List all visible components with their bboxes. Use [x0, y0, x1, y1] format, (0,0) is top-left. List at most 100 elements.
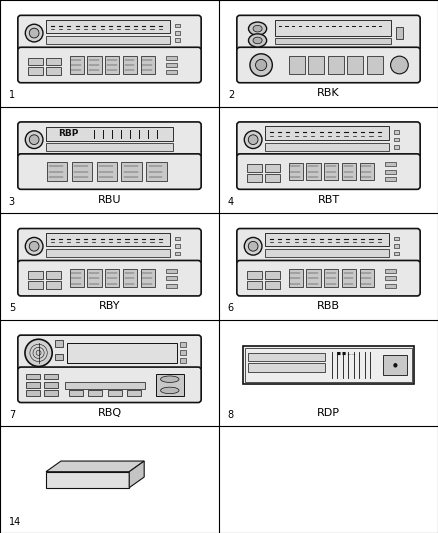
Bar [180, 342, 186, 346]
Text: 7: 7 [9, 410, 15, 420]
Bar [383, 356, 407, 375]
Bar [46, 281, 61, 288]
Polygon shape [46, 461, 144, 472]
Text: 4: 4 [228, 197, 234, 207]
Text: 8: 8 [228, 410, 234, 420]
Bar [46, 233, 170, 246]
Bar [385, 162, 396, 166]
Bar [276, 20, 391, 36]
Ellipse shape [25, 131, 43, 149]
Bar [127, 390, 141, 396]
Bar [28, 271, 43, 279]
Bar [308, 55, 324, 75]
Ellipse shape [255, 59, 267, 70]
Ellipse shape [29, 28, 39, 38]
Bar [105, 56, 119, 74]
Bar [65, 382, 145, 389]
Text: RBT: RBT [318, 195, 339, 205]
Text: RBB: RBB [317, 301, 340, 311]
Bar [46, 127, 173, 141]
Bar [123, 269, 137, 287]
Ellipse shape [391, 56, 408, 74]
Bar [175, 237, 180, 240]
Bar [166, 70, 177, 75]
Bar [46, 68, 61, 75]
Bar [247, 164, 262, 172]
Text: 14: 14 [9, 516, 21, 527]
Bar [69, 390, 83, 396]
Text: 5: 5 [9, 303, 15, 313]
Bar [180, 359, 186, 363]
Ellipse shape [25, 340, 52, 367]
Ellipse shape [244, 237, 262, 255]
Bar [394, 252, 399, 255]
Bar [87, 269, 102, 287]
Bar [385, 276, 396, 280]
Bar [265, 249, 389, 257]
Bar [44, 382, 58, 387]
Bar [108, 390, 122, 396]
Bar [367, 55, 383, 75]
Bar [46, 143, 173, 151]
Bar [46, 472, 129, 488]
Bar [289, 163, 303, 181]
Bar [141, 56, 155, 74]
Bar [394, 138, 399, 141]
Bar [166, 276, 177, 280]
Bar [289, 55, 305, 75]
Bar [347, 55, 363, 75]
Polygon shape [129, 461, 144, 488]
Bar [70, 56, 84, 74]
Text: RBK: RBK [317, 88, 340, 98]
Bar [276, 38, 391, 44]
Bar [394, 244, 399, 248]
Text: RDP: RDP [317, 408, 340, 418]
Ellipse shape [25, 237, 43, 255]
Bar [47, 162, 67, 181]
Text: RBP: RBP [58, 130, 79, 138]
Bar [385, 169, 396, 174]
Bar [175, 38, 180, 42]
Bar [289, 269, 303, 287]
FancyBboxPatch shape [18, 15, 201, 51]
Bar [324, 269, 338, 287]
Text: 3: 3 [9, 197, 15, 207]
Ellipse shape [250, 54, 272, 76]
Text: 2: 2 [228, 90, 234, 100]
Bar [385, 269, 396, 273]
Bar [175, 252, 180, 255]
FancyBboxPatch shape [18, 229, 201, 264]
Bar [46, 249, 170, 257]
Bar [26, 390, 40, 396]
Ellipse shape [25, 24, 43, 42]
FancyBboxPatch shape [237, 229, 420, 264]
Bar [247, 174, 262, 182]
Bar [244, 348, 413, 382]
Text: ■ ■ ——: ■ ■ —— [337, 351, 356, 356]
FancyBboxPatch shape [18, 122, 201, 157]
Bar [28, 68, 43, 75]
Text: ●: ● [393, 362, 398, 367]
Bar [265, 233, 389, 246]
Bar [44, 390, 58, 396]
Bar [328, 55, 344, 75]
Bar [265, 281, 280, 288]
FancyBboxPatch shape [237, 15, 420, 51]
Bar [67, 343, 177, 363]
Bar [46, 20, 170, 33]
Bar [360, 163, 374, 181]
Bar [247, 271, 262, 279]
Bar [265, 174, 280, 182]
Ellipse shape [161, 376, 179, 383]
Text: RBU: RBU [98, 195, 121, 205]
Bar [96, 162, 117, 181]
Bar [28, 58, 43, 66]
Bar [155, 374, 184, 396]
Bar [56, 341, 63, 347]
FancyBboxPatch shape [18, 335, 201, 370]
Bar [166, 63, 177, 67]
Bar [72, 162, 92, 181]
Text: 6: 6 [228, 303, 234, 313]
Text: 1: 1 [9, 90, 15, 100]
Ellipse shape [248, 135, 258, 144]
